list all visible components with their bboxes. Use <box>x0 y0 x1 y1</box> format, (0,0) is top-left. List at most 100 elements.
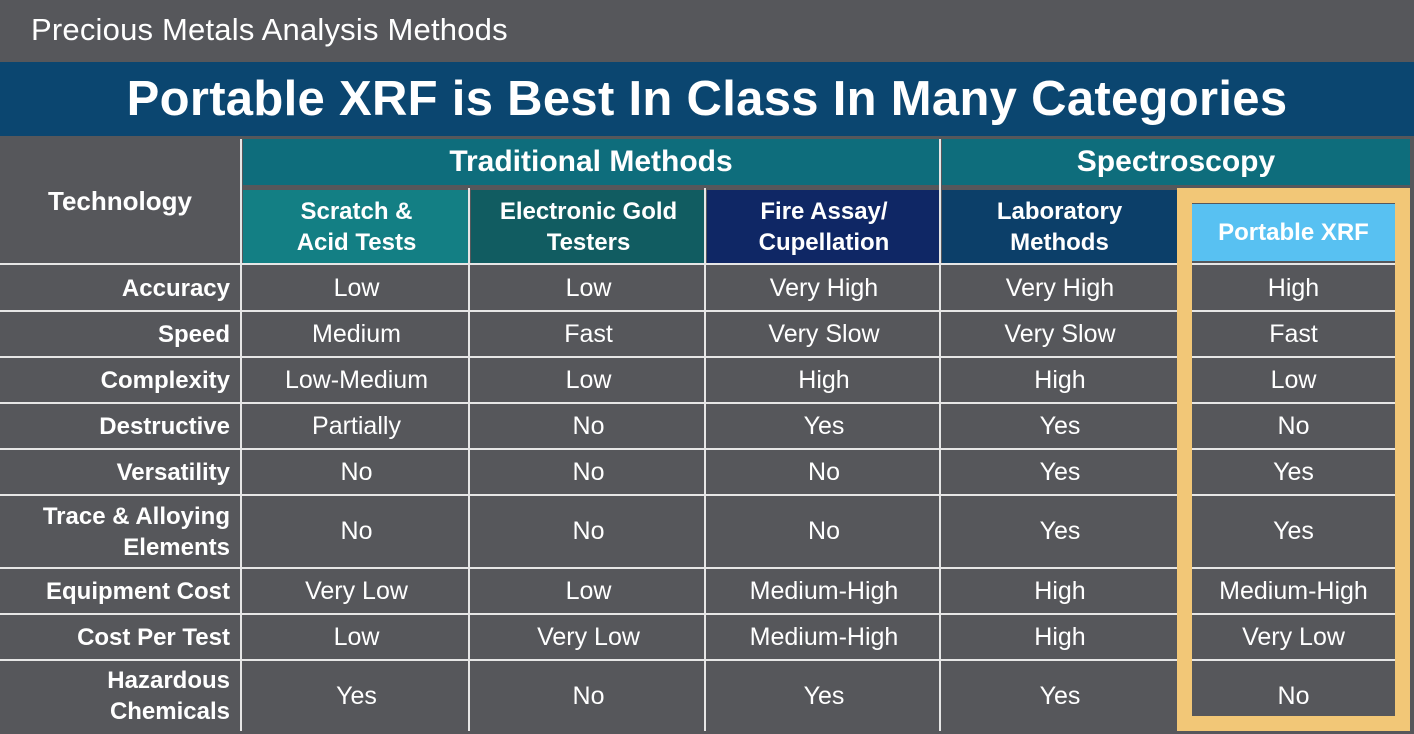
row-label-line1: Equipment Cost <box>46 577 230 605</box>
column-header-portable-xrf-line1: Portable XRF <box>1218 219 1369 246</box>
table-cell: No <box>1192 404 1395 448</box>
table-cell: High <box>942 615 1178 659</box>
table-cell: Fast <box>1192 312 1395 356</box>
column-header-laboratory-line2: Methods <box>1010 228 1109 256</box>
table-cell: Very High <box>942 267 1178 310</box>
row-divider <box>1192 310 1395 312</box>
cell-value: No <box>808 517 840 545</box>
technology-header: Technology <box>0 139 240 263</box>
table-cell: High <box>1192 267 1395 310</box>
cell-value: Yes <box>1273 457 1314 486</box>
table-cell: No <box>243 496 470 567</box>
headline-text: Portable XRF is Best In Class In Many Ca… <box>126 72 1288 126</box>
row-divider <box>1192 448 1395 450</box>
table-cell: Low <box>471 267 706 310</box>
column-header-fire-assay-line1: Fire Assay/ <box>760 197 888 225</box>
cell-value: Very Low <box>305 576 408 605</box>
table-cell: Low <box>471 358 706 402</box>
cell-value: No <box>572 681 605 710</box>
table-cell: Medium-High <box>1192 569 1395 613</box>
table-cell: High <box>942 358 1178 402</box>
cell-value: Low <box>1270 365 1317 394</box>
row-divider <box>0 494 1192 496</box>
column-header-electronic-gold-text: Electronic Gold Testers <box>500 196 677 258</box>
table-cell: Low <box>243 615 470 659</box>
cell-value: No <box>1277 681 1310 710</box>
column-divider <box>939 139 941 731</box>
row-label-text: Destructive <box>99 411 230 442</box>
column-header-laboratory: Laboratory Methods <box>942 190 1177 263</box>
row-divider <box>0 567 1192 569</box>
table-cell: Very High <box>707 267 941 310</box>
row-label: Versatility <box>0 450 240 494</box>
column-header-scratch-acid-line1: Scratch & <box>300 197 413 225</box>
table-cell: Yes <box>1192 450 1395 494</box>
cell-value: No <box>572 411 605 440</box>
column-header-fire-assay-line2: Cupellation <box>758 228 890 256</box>
cell-value: Very Slow <box>1004 319 1116 348</box>
portable-xrf-highlight-frame <box>1177 188 1410 731</box>
row-divider <box>0 356 1192 358</box>
cell-value: Yes <box>803 681 845 710</box>
table-cell: Fast <box>471 312 706 356</box>
table-cell: Very Low <box>471 615 706 659</box>
table-cell: Low-Medium <box>243 358 470 402</box>
row-label: Hazardous Chemicals <box>0 661 240 731</box>
cell-value: Yes <box>1039 517 1081 545</box>
row-label: Trace & Alloying Elements <box>0 496 240 567</box>
cell-value: Very Low <box>537 622 640 651</box>
cell-value: High <box>798 365 850 394</box>
row-label-line2: Elements <box>123 533 230 561</box>
table-cell: Partially <box>243 404 470 448</box>
row-divider <box>0 402 1192 404</box>
column-header-fire-assay-text: Fire Assay/Cupellation <box>759 196 890 258</box>
cell-value: Yes <box>803 411 845 440</box>
row-divider <box>0 310 1192 312</box>
row-label-line1: Complexity <box>100 366 230 394</box>
column-header-scratch-acid-line2: Acid Tests <box>296 228 417 256</box>
cell-value: No <box>572 457 605 486</box>
cell-value: Yes <box>1273 517 1314 545</box>
row-label-text: Cost Per Test <box>77 622 230 653</box>
row-label-line2: Chemicals <box>109 698 230 725</box>
table-cell: Yes <box>243 661 470 731</box>
cell-value: Fast <box>564 319 613 348</box>
row-label-text: Speed <box>158 319 230 350</box>
cell-value: Low-Medium <box>284 365 429 394</box>
column-header-electronic-gold-line2: Testers <box>546 228 631 256</box>
table-cell: High <box>707 358 941 402</box>
cell-value: Yes <box>1039 457 1081 486</box>
row-divider <box>1192 659 1395 661</box>
cell-value: Yes <box>1039 411 1081 440</box>
row-label-text: Versatility <box>117 457 230 488</box>
group-spectroscopy: Spectroscopy <box>942 139 1410 185</box>
table-cell: Yes <box>707 404 941 448</box>
row-divider <box>1192 494 1395 496</box>
row-label-line1: Versatility <box>116 458 230 486</box>
table-cell: No <box>471 404 706 448</box>
cell-value: No <box>340 517 373 545</box>
cell-value: High <box>1267 274 1320 302</box>
row-label-line1: Destructive <box>99 412 230 440</box>
cell-value: Medium <box>312 319 401 348</box>
row-label: Speed <box>0 312 240 356</box>
column-header-scratch-acid-text: Scratch & Acid Tests <box>297 196 417 258</box>
table-cell: Low <box>1192 358 1395 402</box>
table-cell: Medium-High <box>707 569 941 613</box>
row-label-text: Trace & Alloying Elements <box>43 501 230 563</box>
cell-value: Low <box>565 274 612 302</box>
row-divider <box>0 448 1192 450</box>
table-cell: Yes <box>1192 496 1395 567</box>
group-traditional-label: Traditional Methods <box>449 145 733 178</box>
cell-value: Very Slow <box>768 319 880 348</box>
column-header-electronic-gold: Electronic Gold Testers <box>471 190 706 263</box>
table-cell: Yes <box>942 450 1178 494</box>
row-label: Accuracy <box>0 267 240 310</box>
table-cell: Yes <box>942 404 1178 448</box>
column-header-scratch-acid: Scratch & Acid Tests <box>243 190 470 263</box>
table-cell: Very Slow <box>707 312 941 356</box>
column-divider <box>704 188 706 731</box>
table-cell: Very Slow <box>942 312 1178 356</box>
row-label: Destructive <box>0 404 240 448</box>
table-cell: No <box>707 450 941 494</box>
